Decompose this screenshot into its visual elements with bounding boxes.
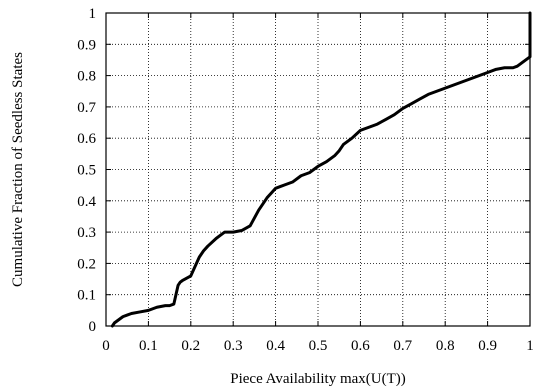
x-tick-label: 0.1: [139, 338, 158, 354]
x-tick-label: 0.7: [393, 338, 412, 354]
series-line: [110, 11, 532, 328]
tick-labels: 0 0.1 0.2 0.3 0.4 0.5 0.6 0.7 0.8 0.9 1 0 0.1 0.2 0.3 0…: [77, 6, 534, 354]
x-tick-label: 0: [102, 338, 110, 354]
plot-frame: [105, 12, 531, 327]
x-tick-label: 1: [526, 338, 534, 354]
y-tick-label: 0.5: [77, 163, 96, 179]
y-tick-label: 0: [89, 319, 97, 335]
x-tick-label: 0.3: [224, 338, 243, 354]
x-tick-label: 0.8: [436, 338, 455, 354]
x-tick-label: 0.4: [266, 338, 285, 354]
y-tick-label: 0.2: [77, 256, 96, 272]
x-tick-label: 0.5: [309, 338, 328, 354]
y-tick-label: 0.7: [77, 100, 96, 116]
y-tick-label: 0.9: [77, 37, 96, 53]
x-tick-label: 0.2: [181, 338, 200, 354]
y-tick-label: 0.3: [77, 225, 96, 241]
y-tick-label: 1: [89, 6, 97, 22]
y-tick-label: 0.8: [77, 69, 96, 85]
x-axis-label: Piece Availability max(U(T)): [230, 371, 406, 387]
y-tick-label: 0.1: [77, 288, 96, 304]
y-tick-label: 0.6: [77, 131, 96, 147]
grid: [106, 13, 530, 326]
y-tick-label: 0.4: [77, 194, 96, 210]
x-tick-label: 0.6: [351, 338, 370, 354]
y-axis-label: Cumulative Fraction of Seedless States: [10, 52, 26, 287]
x-tick-label: 0.9: [478, 338, 497, 354]
